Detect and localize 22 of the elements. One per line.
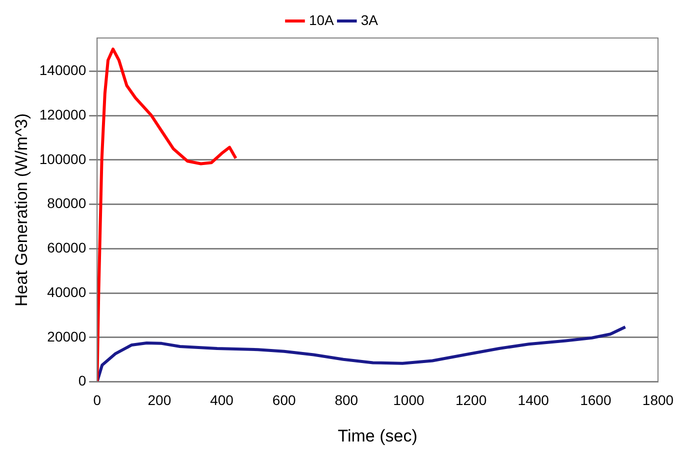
x-tick-label: 1400 <box>518 392 550 408</box>
y-tick-label: 80000 <box>47 195 86 212</box>
x-tick-label: 800 <box>334 392 358 408</box>
y-tick-label: 60000 <box>47 240 86 256</box>
legend-label: 10A <box>308 12 335 28</box>
y-tick-label: 40000 <box>47 284 86 300</box>
x-tick-label: 1000 <box>393 392 424 408</box>
x-tick-label: 0 <box>93 392 102 408</box>
y-tick-label: 140000 <box>39 62 86 78</box>
x-tick-label: 1200 <box>455 392 487 408</box>
x-tick-label: 1800 <box>642 392 674 408</box>
x-tick-label: 200 <box>148 392 172 408</box>
y-axis-title: Heat Generation (W/m^3) <box>12 113 31 306</box>
y-tick-label: 100000 <box>39 150 86 167</box>
y-tick-label: 120000 <box>39 106 86 122</box>
legend-label: 3A <box>360 12 379 28</box>
y-tick-label: 0 <box>78 372 86 389</box>
x-axis-title: Time (sec) <box>338 426 418 446</box>
x-tick-label: 600 <box>272 392 296 408</box>
x-tick-label: 1600 <box>580 392 612 408</box>
y-tick-label: 20000 <box>47 328 86 344</box>
x-tick-label: 400 <box>210 392 234 408</box>
